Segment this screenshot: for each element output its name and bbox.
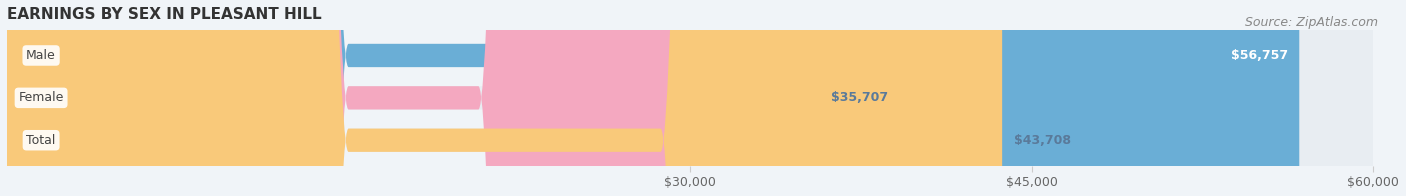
- Text: $56,757: $56,757: [1230, 49, 1288, 62]
- FancyBboxPatch shape: [7, 0, 820, 196]
- Text: Male: Male: [27, 49, 56, 62]
- FancyBboxPatch shape: [7, 0, 1002, 196]
- FancyBboxPatch shape: [7, 0, 1299, 196]
- FancyBboxPatch shape: [7, 0, 1374, 196]
- FancyBboxPatch shape: [7, 0, 1374, 196]
- Text: Total: Total: [27, 134, 56, 147]
- Text: $43,708: $43,708: [1014, 134, 1070, 147]
- Text: Female: Female: [18, 91, 63, 104]
- Text: $35,707: $35,707: [831, 91, 889, 104]
- Text: EARNINGS BY SEX IN PLEASANT HILL: EARNINGS BY SEX IN PLEASANT HILL: [7, 7, 322, 22]
- FancyBboxPatch shape: [7, 0, 1374, 196]
- Text: Source: ZipAtlas.com: Source: ZipAtlas.com: [1244, 16, 1378, 29]
